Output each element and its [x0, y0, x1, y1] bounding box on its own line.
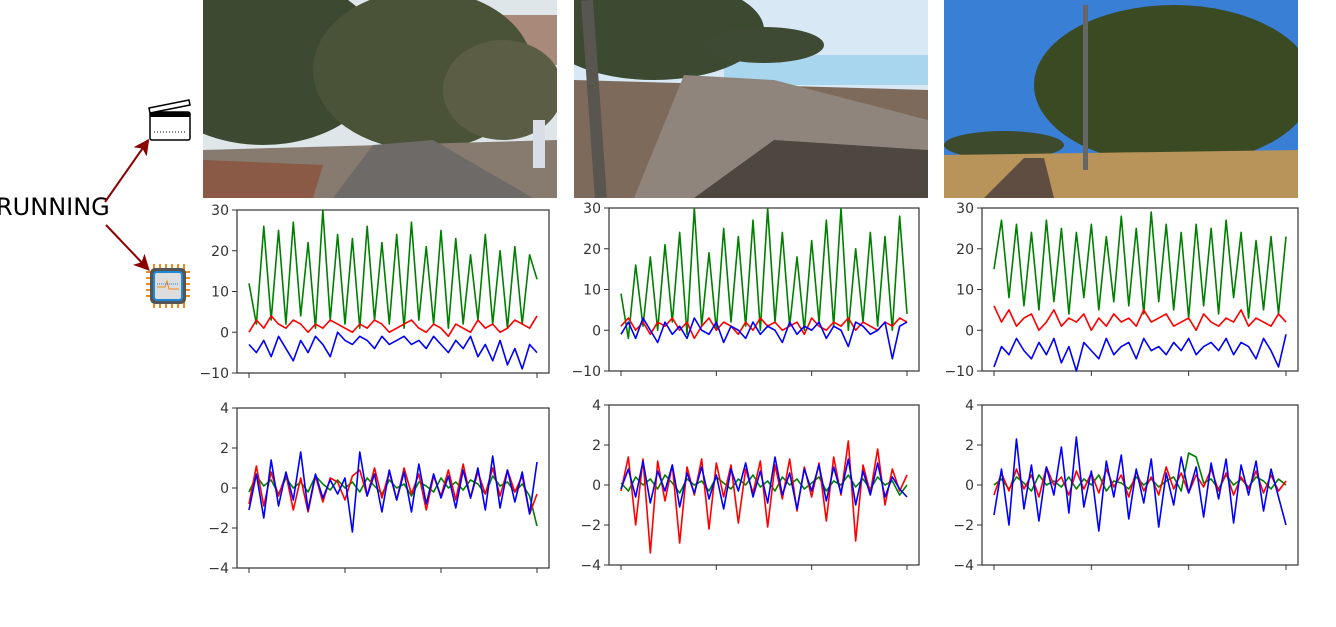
y-tick-label: −2: [580, 518, 601, 534]
plot-frame: [608, 207, 920, 372]
y-tick-label: 10: [956, 283, 974, 299]
y-tick-label: 0: [220, 325, 229, 341]
series-line-1: [993, 211, 1287, 319]
y-tick-label: −2: [953, 518, 974, 534]
arrow-to-sensor: [105, 224, 150, 271]
clapperboard-icon: [148, 99, 191, 141]
series-line-3: [620, 317, 908, 360]
series-line-3: [620, 456, 908, 510]
y-tick-label: 20: [211, 244, 229, 260]
y-tick-label: −4: [580, 558, 601, 574]
series-line-2: [620, 317, 908, 340]
y-tick-label: 30: [956, 201, 974, 217]
y-tick-label: 4: [592, 398, 601, 414]
y-tick-label: −10: [199, 366, 229, 382]
series-line-3: [993, 436, 1287, 532]
series-line-2: [248, 315, 538, 338]
chart-bottom-1: −4 −2 0 2 4: [208, 401, 550, 577]
arrows: [104, 138, 150, 271]
y-tick-label: 20: [583, 242, 601, 258]
series-line-1: [620, 207, 908, 340]
chart-bottom-2: −4 −2 0 2 4: [580, 398, 920, 574]
y-tick-label: −10: [571, 364, 601, 380]
y-tick-label: −4: [208, 561, 229, 577]
y-tick-label: 0: [965, 323, 974, 339]
sensor-chip-icon: [146, 264, 190, 308]
activity-label: RUNNING: [0, 193, 110, 221]
video-frame-1: [203, 0, 557, 198]
y-tick-label: −2: [208, 521, 229, 537]
y-tick-label: 4: [965, 398, 974, 414]
arrow-to-video: [104, 138, 150, 203]
chart-top-3: −10 0 10 20 30: [944, 201, 1299, 380]
y-tick-label: 0: [592, 478, 601, 494]
series-line-2: [620, 440, 908, 554]
y-tick-label: 2: [965, 438, 974, 454]
y-tick-label: 0: [592, 323, 601, 339]
chart-top-2: −10 0 10 20 30: [571, 201, 920, 380]
series-line-3: [248, 331, 538, 370]
video-frame-3: [944, 0, 1298, 198]
chart-bottom-3: −4 −2 0 2 4: [953, 398, 1299, 574]
y-tick-label: 30: [583, 201, 601, 217]
series-line-3: [993, 334, 1287, 372]
chart-top-1: −10 0 10 20 30: [199, 203, 550, 382]
y-tick-label: 30: [211, 203, 229, 219]
y-tick-label: 2: [592, 438, 601, 454]
y-tick-label: −10: [944, 364, 974, 380]
series-line-1: [248, 209, 538, 329]
y-tick-label: 0: [220, 481, 229, 497]
y-tick-label: 4: [220, 401, 229, 417]
y-tick-label: 2: [220, 441, 229, 457]
y-tick-label: 10: [583, 283, 601, 299]
y-tick-label: 0: [965, 478, 974, 494]
y-tick-label: 20: [956, 242, 974, 258]
series-line-2: [993, 305, 1287, 332]
y-tick-label: 10: [211, 285, 229, 301]
series-line-3: [248, 451, 538, 533]
y-tick-label: −4: [953, 558, 974, 574]
series-line-2: [993, 466, 1287, 498]
video-frame-2: [574, 0, 928, 198]
